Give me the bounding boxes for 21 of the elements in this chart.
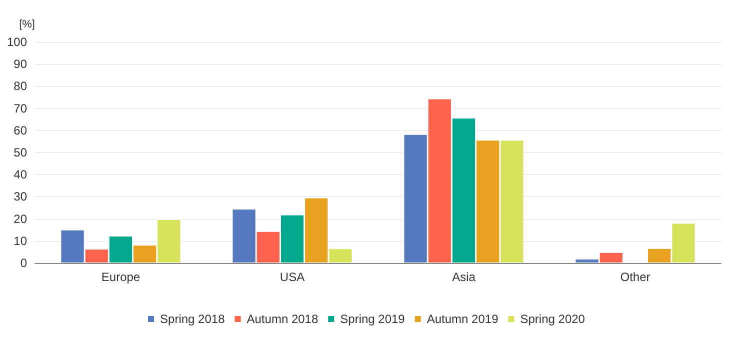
y-tick-label: 0	[20, 256, 28, 270]
y-tick-label: 40	[14, 168, 28, 182]
y-tick-label: 60	[14, 123, 28, 138]
legend-label: Autumn 2019	[426, 312, 499, 326]
legend-label: Spring 2019	[340, 312, 406, 326]
y-tick-label: 10	[14, 234, 28, 248]
y-tick-label: 90	[14, 57, 28, 72]
y-tick-label: 80	[14, 79, 28, 94]
x-tick-label: Other	[620, 270, 650, 284]
y-tick-label: 100	[6, 35, 28, 49]
x-tick-label: USA	[280, 270, 305, 284]
legend-label: Spring 2020	[520, 312, 586, 326]
y-tick-label: 50	[14, 146, 28, 160]
x-tick-label: Asia	[452, 270, 476, 284]
y-axis-title: [%]	[19, 18, 35, 30]
legend-label: Autumn 2018	[246, 312, 318, 326]
y-tick-label: 20	[14, 212, 28, 226]
y-tick-label: 70	[14, 101, 28, 116]
y-tick-label: 30	[14, 190, 28, 204]
x-tick-label: Europe	[101, 270, 140, 284]
legend-label: Spring 2018	[160, 312, 226, 326]
